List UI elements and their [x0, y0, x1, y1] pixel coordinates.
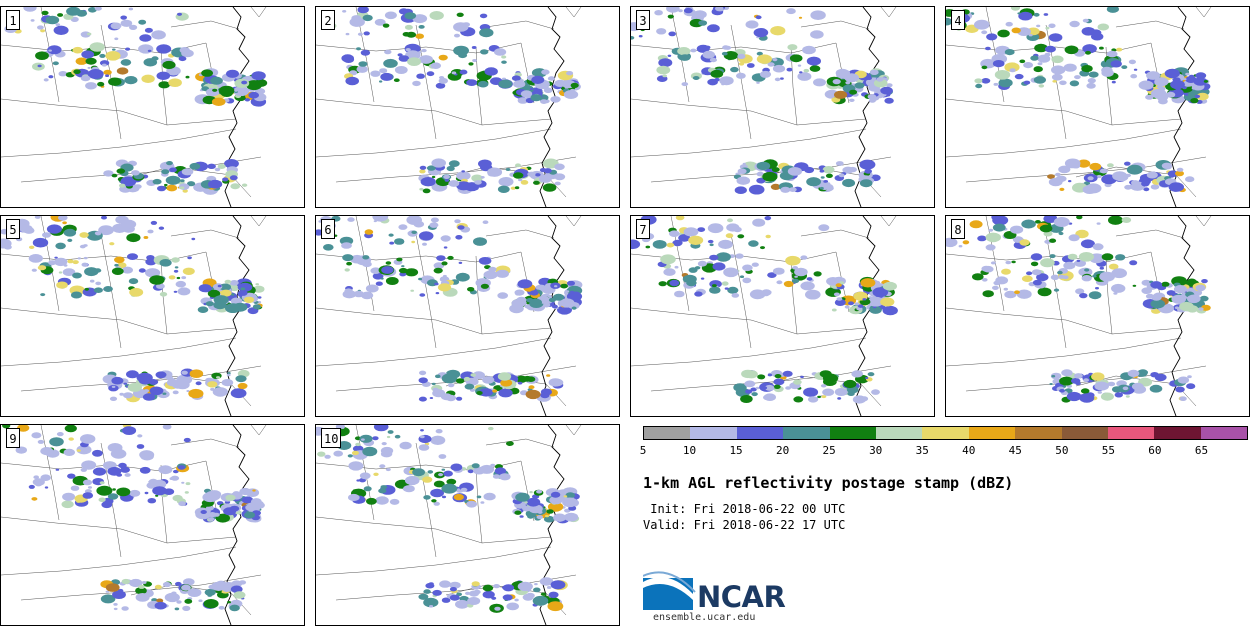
colorbar-tick-label: 25 [822, 444, 836, 457]
logo-text: NCAR [697, 580, 786, 614]
member-number-label: 10 [321, 428, 342, 448]
ensemble-member-panel: 7 [630, 215, 935, 417]
colorbar-tick-label: 65 [1194, 444, 1209, 457]
colorbar-tick-label: 30 [869, 444, 883, 457]
colorbar-tick-label: 20 [775, 444, 790, 457]
ensemble-member-panel: 3 [630, 6, 935, 208]
ncar-logo-icon [643, 571, 696, 610]
colorbar-tick-label: 55 [1101, 444, 1115, 457]
ensemble-member-panel: 6 [315, 215, 620, 417]
colorbar-segment [1061, 427, 1108, 439]
ensemble-member-panel: 8 [945, 215, 1250, 417]
member-number-label: 9 [6, 428, 20, 448]
ensemble-member-panel: 9 [0, 424, 305, 626]
colorbar-segment [968, 427, 1016, 439]
colorbar-segment [736, 427, 784, 439]
reflectivity-map [1, 425, 267, 625]
colorbar-tick-label: 15 [729, 444, 743, 457]
colorbar-tick-label: 45 [1008, 444, 1022, 457]
colorbar-segment [644, 427, 691, 439]
colorbar-tick-label: 40 [962, 444, 976, 457]
ensemble-member-panel: 10 [315, 424, 620, 626]
reflectivity-map [316, 216, 583, 416]
colorbar-segment [1015, 427, 1062, 439]
reflectivity-map [316, 7, 582, 207]
ensemble-member-panel: 1 [0, 6, 305, 208]
ensemble-member-panel: 5 [0, 215, 305, 417]
reflectivity-map [631, 7, 897, 207]
colorbar-tick-label: 5 [639, 444, 647, 457]
colorbar-segment [783, 427, 830, 439]
member-number-label: 2 [321, 10, 335, 30]
colorbar-segment [1200, 427, 1248, 439]
member-number-label: 7 [636, 219, 650, 239]
colorbar-tick-label: 35 [915, 444, 929, 457]
colorbar-tick-label: 50 [1055, 444, 1069, 457]
colorbar-segment [875, 427, 923, 439]
member-number-label: 4 [951, 10, 965, 30]
colorbar-segment [1154, 427, 1201, 439]
reflectivity-map [946, 216, 1212, 416]
ensemble-member-panel: 4 [945, 6, 1250, 208]
reflectivity-map [946, 7, 1212, 207]
member-number-label: 5 [6, 219, 20, 239]
member-number-label: 3 [636, 10, 650, 30]
reflectivity-colorbar [643, 426, 1248, 440]
member-number-label: 8 [951, 219, 965, 239]
colorbar-segment [1107, 427, 1155, 439]
reflectivity-map [1, 216, 267, 416]
colorbar-segment [690, 427, 737, 439]
colorbar-segment [829, 427, 876, 439]
member-number-label: 6 [321, 219, 335, 239]
colorbar-ticks: 5 10 15 20 25 30 35 40 45 50 55 60 65 [639, 444, 1248, 458]
colorbar-tick-label: 10 [682, 444, 697, 457]
reflectivity-map [631, 216, 898, 416]
colorbar-tick-label: 60 [1148, 444, 1162, 457]
plot-title: 1-km AGL reflectivity postage stamp (dBZ… [643, 474, 1014, 492]
reflectivity-map [1, 7, 268, 207]
member-number-label: 1 [6, 10, 20, 30]
valid-time: Valid: Fri 2018-06-22 17 UTC [643, 518, 846, 532]
ensemble-member-panel: 2 [315, 6, 620, 208]
reflectivity-map [316, 425, 582, 625]
site-url[interactable]: ensemble.ucar.edu [653, 612, 756, 623]
colorbar-segment [922, 427, 969, 439]
init-time: Init: Fri 2018-06-22 00 UTC [643, 502, 846, 516]
